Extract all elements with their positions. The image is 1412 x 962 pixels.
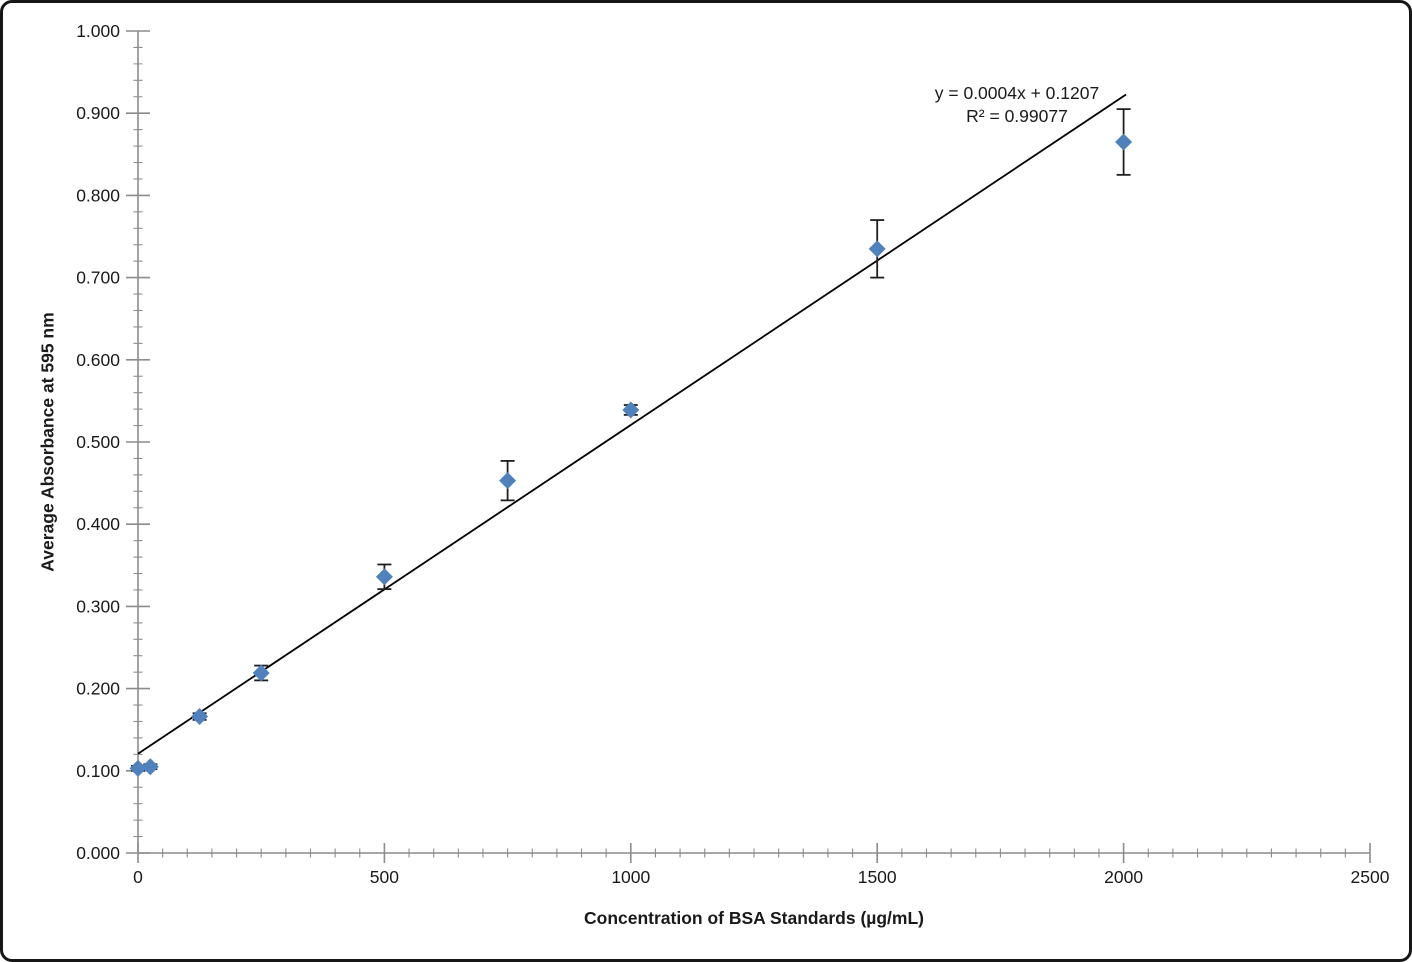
y-tick-label: 0.500 [76, 432, 120, 452]
y-tick-label: 0.200 [76, 679, 120, 699]
trendline [137, 93, 1127, 755]
x-tick-label: 2000 [1104, 867, 1143, 887]
plot-canvas: 0 500 1000 1500 2000 2500 0.000 0.100 0.200 0.300… [76, 21, 1390, 887]
y-tick-label: 1.000 [76, 21, 120, 41]
y-axis-title: Average Absorbance at 595 nm [37, 312, 58, 572]
y-tick-label: 0.900 [76, 103, 120, 123]
data-point-marker [1115, 133, 1133, 151]
x-tick-label: 2500 [1351, 867, 1390, 887]
data-point-marker [129, 759, 147, 777]
data-point-marker [868, 240, 886, 258]
scatter-chart: 0 500 1000 1500 2000 2500 0.000 0.100 0.200 0.300… [3, 3, 1409, 959]
x-tick-label: 0 [133, 867, 143, 887]
data-point-marker [375, 568, 393, 586]
y-tick-label: 0.400 [76, 514, 120, 534]
x-tick-label: 1000 [611, 867, 650, 887]
x-axis-title: Concentration of BSA Standards (µg/mL) [584, 908, 924, 928]
data-point-marker [191, 708, 209, 726]
data-point-marker [499, 472, 517, 490]
trendline-annotation: y = 0.0004x + 0.1207 R² = 0.99077 [935, 82, 1099, 128]
data-point-marker [622, 401, 640, 419]
data-point-marker [252, 664, 270, 682]
trendline-equation: y = 0.0004x + 0.1207 [934, 83, 1100, 103]
y-tick-label: 0.600 [76, 350, 120, 370]
y-tick-label: 0.100 [76, 761, 120, 781]
y-tick-label: 0.800 [76, 185, 120, 205]
y-tick-label: 0.300 [76, 596, 120, 616]
x-tick-label: 500 [370, 867, 399, 887]
data-point-marker [141, 758, 159, 776]
x-tick-label: 1500 [858, 867, 897, 887]
y-tick-label: 0.000 [76, 843, 120, 863]
trendline-r-squared: R² = 0.99077 [966, 106, 1068, 126]
y-tick-label: 0.700 [76, 268, 120, 288]
